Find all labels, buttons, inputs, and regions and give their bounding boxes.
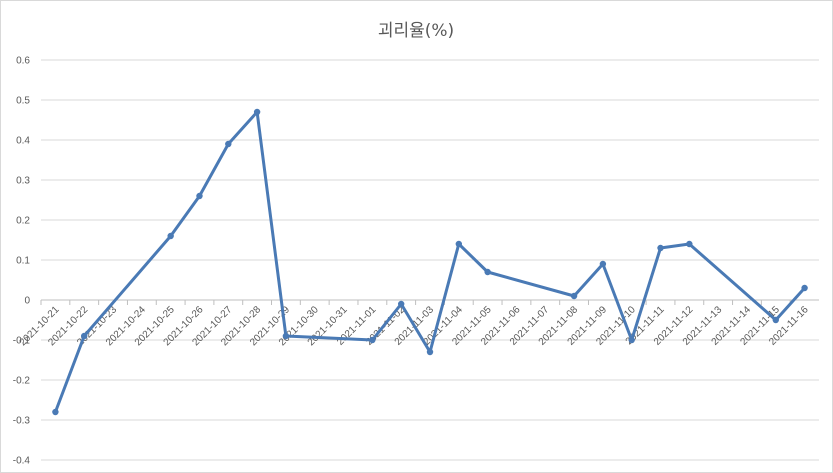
data-point	[801, 284, 808, 292]
data-point	[686, 240, 693, 248]
data-point	[426, 348, 434, 356]
data-point	[484, 268, 491, 276]
y-tick-label: -0.3	[13, 416, 31, 427]
gridlines	[41, 59, 819, 461]
y-tick-label: 0	[24, 296, 30, 307]
data-point	[772, 316, 779, 324]
data-point	[196, 192, 203, 200]
data-point	[657, 244, 664, 252]
data-point	[253, 108, 261, 116]
y-tick-label: 0.1	[16, 256, 30, 267]
y-tick-label: -0.4	[13, 456, 31, 467]
data-point	[369, 336, 376, 344]
series-1	[52, 108, 808, 416]
y-tick-label: -0.1	[13, 336, 31, 347]
data-point	[628, 336, 635, 344]
data-point	[167, 232, 174, 240]
y-tick-label: 0.2	[16, 216, 30, 227]
y-tick-label: 0.3	[16, 176, 30, 187]
data-point	[81, 332, 88, 340]
y-tick-label: -0.2	[13, 376, 31, 387]
series-line	[53, 110, 807, 414]
y-tick-label: 0.6	[16, 56, 30, 67]
data-point	[225, 140, 232, 148]
data-point	[599, 260, 607, 268]
data-point	[397, 300, 405, 308]
y-tick-label: 0.5	[16, 96, 30, 107]
data-point	[455, 240, 463, 248]
chart-title: 괴리율(%)	[378, 21, 454, 41]
data-point	[52, 408, 59, 416]
data-point	[570, 292, 578, 300]
data-point	[282, 332, 290, 340]
y-axis-ticks: 0.6 0.5 0.4 0.3 0.2 0.1 0 -0.1 -0.2 -0.3 -0.4	[13, 56, 31, 467]
y-tick-label: 0.4	[16, 136, 30, 147]
